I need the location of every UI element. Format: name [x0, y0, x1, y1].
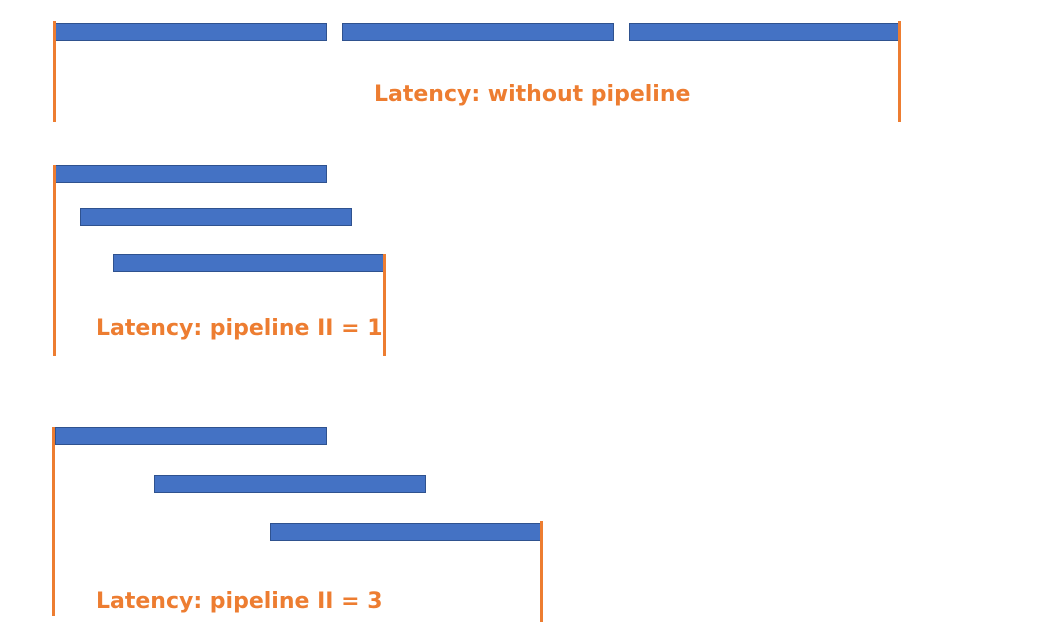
latency-caption: Latency: pipeline II = 3	[96, 589, 383, 614]
latency-start-marker	[53, 21, 56, 122]
latency-end-marker	[898, 21, 901, 122]
iteration-bar-1	[55, 165, 327, 183]
iteration-bar-2	[80, 208, 352, 226]
iteration-bar-1	[55, 23, 327, 41]
iteration-bar-3	[113, 254, 385, 272]
iteration-bar-1	[55, 427, 327, 445]
iteration-bar-3	[629, 23, 901, 41]
latency-end-marker	[540, 521, 543, 622]
latency-start-marker	[53, 165, 56, 356]
iteration-bar-2	[342, 23, 614, 41]
iteration-bar-2	[154, 475, 426, 493]
latency-end-marker	[383, 254, 386, 356]
latency-start-marker	[52, 427, 55, 616]
latency-caption: Latency: without pipeline	[374, 82, 691, 107]
latency-caption: Latency: pipeline II = 1	[96, 316, 383, 341]
iteration-bar-3	[270, 523, 542, 541]
